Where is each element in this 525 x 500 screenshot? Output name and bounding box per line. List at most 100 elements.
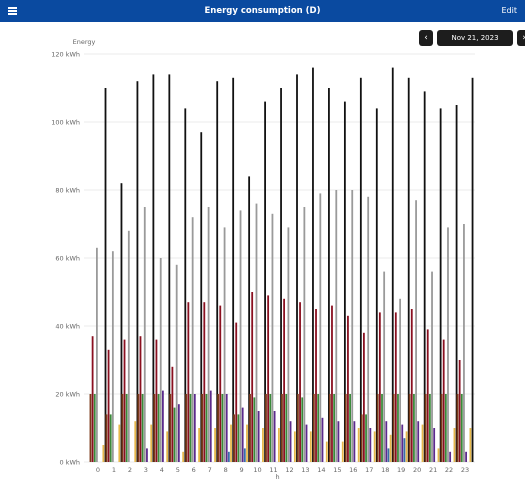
bar xyxy=(255,203,258,462)
bar xyxy=(166,431,169,462)
bar xyxy=(471,77,474,463)
bar xyxy=(152,74,155,463)
bar xyxy=(360,414,363,462)
bar xyxy=(305,424,308,462)
bar xyxy=(143,207,146,462)
bar xyxy=(353,421,356,462)
bar xyxy=(189,394,192,462)
x-tick-label: 14 xyxy=(317,466,325,474)
x-tick-label: 1 xyxy=(112,466,116,474)
bar xyxy=(408,394,411,462)
date-picker[interactable]: Nov 21, 2023 xyxy=(437,30,513,46)
bar xyxy=(344,394,347,462)
bar xyxy=(173,407,176,462)
x-tick-label: 12 xyxy=(285,466,293,474)
bar xyxy=(387,448,390,462)
y-tick-label: 100 kWh xyxy=(51,119,80,127)
bar xyxy=(209,390,212,462)
bar xyxy=(343,101,346,462)
bar xyxy=(221,394,224,462)
bar xyxy=(141,394,144,462)
chevron-right-icon[interactable]: › xyxy=(517,30,525,46)
bar xyxy=(399,298,402,462)
bar xyxy=(385,421,388,462)
bar xyxy=(134,421,137,462)
x-tick-label: 5 xyxy=(176,466,180,474)
bar xyxy=(111,251,114,462)
bar xyxy=(89,394,92,462)
bar xyxy=(107,349,110,462)
bar xyxy=(241,407,244,462)
x-tick-label: 0 xyxy=(96,466,100,474)
bar xyxy=(331,305,333,462)
bar xyxy=(137,394,140,462)
bar xyxy=(217,394,220,462)
bar xyxy=(219,305,222,462)
bar xyxy=(233,414,235,462)
bar xyxy=(243,448,246,462)
bar xyxy=(269,394,272,462)
bar xyxy=(415,200,417,462)
x-tick-label: 23 xyxy=(461,466,469,474)
bar xyxy=(203,302,206,462)
bar xyxy=(297,394,299,462)
bar xyxy=(319,193,322,462)
bar xyxy=(125,394,128,462)
bar xyxy=(439,108,442,463)
x-tick-label: 15 xyxy=(333,466,341,474)
bar xyxy=(277,428,280,462)
bar xyxy=(248,176,251,462)
bar xyxy=(120,183,123,462)
bar xyxy=(227,451,230,462)
bar xyxy=(392,394,395,462)
bar xyxy=(405,431,408,462)
x-tick-label: 9 xyxy=(240,466,244,474)
bar xyxy=(150,424,153,462)
bar xyxy=(207,207,210,462)
x-tick-label: 2 xyxy=(128,466,132,474)
bar xyxy=(169,394,172,462)
bar xyxy=(417,421,420,462)
bar xyxy=(253,397,256,462)
bar xyxy=(447,227,449,462)
bar xyxy=(362,332,365,462)
bar xyxy=(157,394,160,462)
bar xyxy=(139,336,142,462)
bar xyxy=(187,302,190,462)
bar xyxy=(105,414,108,462)
bar xyxy=(444,394,447,462)
bar xyxy=(301,397,304,462)
x-tick-label: 16 xyxy=(349,466,357,474)
chevron-left-icon[interactable]: ‹ xyxy=(419,30,433,46)
bar xyxy=(168,74,171,463)
bar xyxy=(465,451,467,462)
bar xyxy=(383,271,386,462)
bar xyxy=(177,404,180,462)
app-bar: Energy consumption (D) Edit xyxy=(0,0,525,22)
bar xyxy=(153,394,156,462)
bar xyxy=(296,74,298,463)
bar xyxy=(437,448,440,462)
bar xyxy=(182,451,185,462)
bar xyxy=(423,91,426,463)
bar xyxy=(426,329,429,462)
edit-button[interactable]: Edit xyxy=(501,6,518,15)
bar xyxy=(91,336,94,462)
bar xyxy=(102,445,105,462)
bar xyxy=(359,77,362,463)
bar xyxy=(287,227,290,462)
bar xyxy=(146,448,148,462)
bar xyxy=(315,309,317,462)
x-tick-label: 17 xyxy=(365,466,373,474)
menu-icon[interactable] xyxy=(6,4,20,18)
x-tick-label: 8 xyxy=(224,466,228,474)
bar xyxy=(403,438,406,462)
bar xyxy=(349,394,351,462)
bar xyxy=(127,230,130,462)
bar xyxy=(333,394,336,462)
bar xyxy=(216,81,219,462)
bar xyxy=(237,414,240,462)
x-tick-label: 13 xyxy=(301,466,309,474)
bar xyxy=(347,315,349,462)
bar xyxy=(458,360,461,462)
